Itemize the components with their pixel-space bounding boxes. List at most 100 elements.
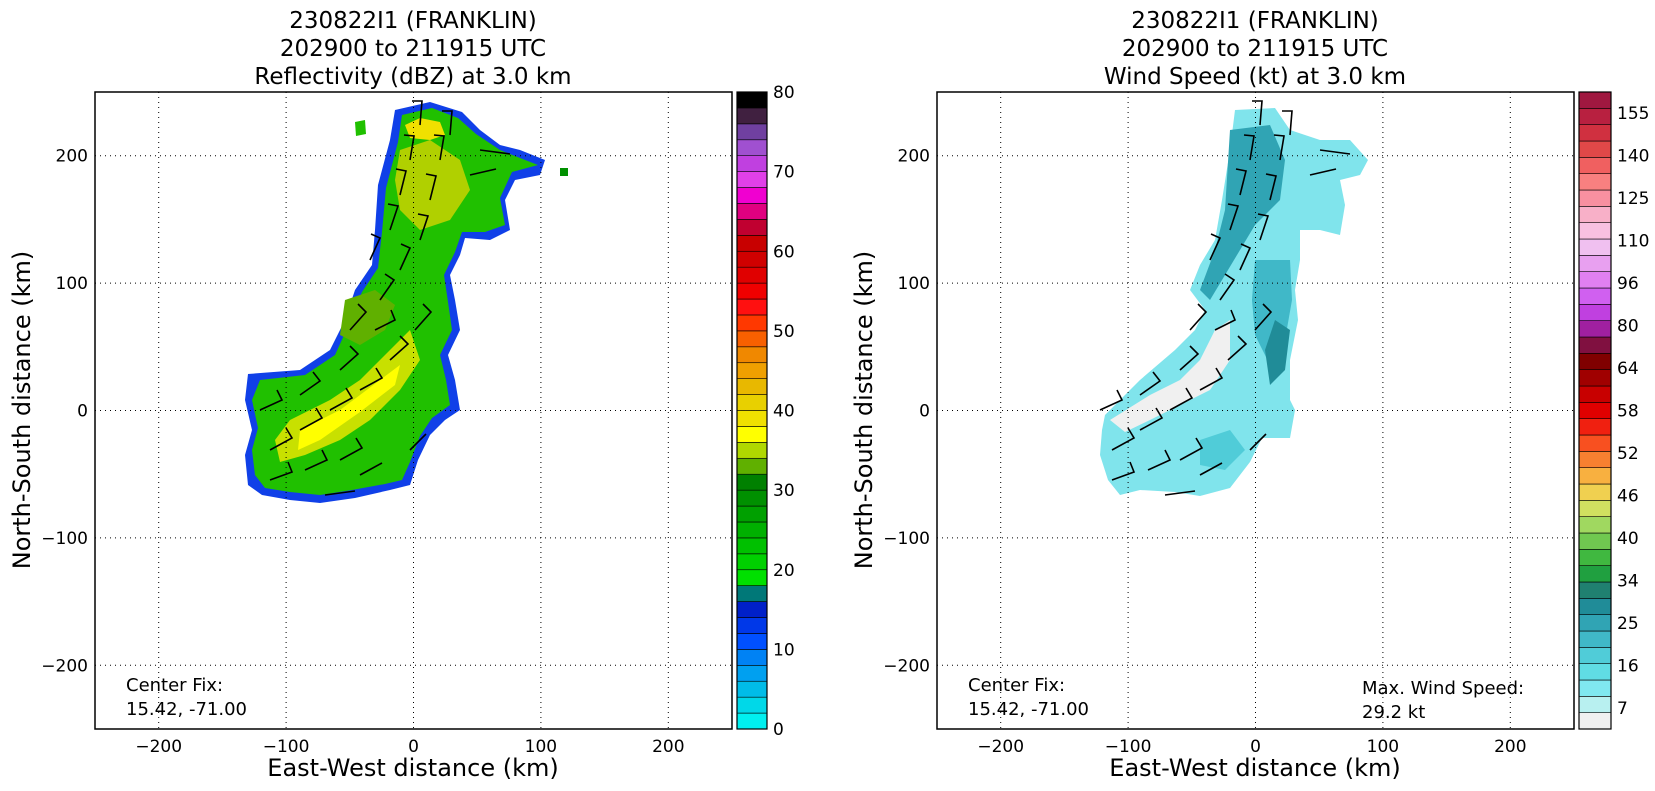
colorbar-bin — [1578, 173, 1612, 191]
colorbar-bin — [1578, 549, 1612, 566]
left-xtick-label: 0 — [408, 737, 419, 757]
colorbar-bin — [1578, 402, 1612, 419]
right-ytick-label: −200 — [883, 656, 930, 676]
reflectivity-field — [245, 102, 568, 503]
colorbar-bin — [1578, 304, 1612, 321]
left-y-ticks: 200 100 0 −100 −200 — [41, 147, 88, 677]
colorbar-tick-label: 7 — [1617, 699, 1628, 719]
max-wind-speed-value: 29.2 kt — [1362, 702, 1425, 723]
colorbar-bin — [1578, 206, 1612, 223]
colorbar-bin — [736, 664, 768, 682]
colorbar-bin — [736, 219, 768, 236]
colorbar-bin — [1578, 679, 1612, 697]
colorbar-bin — [736, 298, 768, 316]
right-title-line-1: 230822I1 (FRANKLIN) — [1131, 8, 1379, 34]
left-center-fix-value: 15.42, -71.00 — [126, 699, 247, 720]
colorbar-bin — [736, 91, 768, 109]
right-title-line-3: Wind Speed (kt) at 3.0 km — [1104, 64, 1406, 90]
right-ytick-label: 200 — [898, 147, 930, 167]
colorbar-tick-label: 80 — [773, 83, 795, 103]
colorbar-tick-label: 64 — [1617, 359, 1639, 379]
colorbar-bin — [1578, 385, 1612, 403]
colorbar-tick-label: 40 — [1617, 529, 1639, 549]
right-wind-barbs — [1099, 100, 1351, 496]
colorbar-tick-label: 58 — [1617, 402, 1639, 422]
colorbar-bin — [736, 569, 768, 586]
colorbar-bin — [736, 649, 768, 666]
right-ytick-label: 100 — [898, 274, 930, 294]
colorbar-tick-label: 25 — [1617, 614, 1639, 634]
colorbar-bin — [1578, 696, 1612, 713]
left-x-ticks: −200 −100 0 100 200 — [135, 737, 684, 757]
colorbar-bin — [1578, 434, 1612, 452]
colorbar-bin — [1578, 712, 1612, 730]
colorbar-tick-label: 50 — [773, 322, 795, 342]
colorbar-bin — [736, 505, 768, 523]
left-ytick-label: 200 — [56, 147, 88, 167]
colorbar-bin — [1578, 500, 1612, 517]
left-xtick-label: −100 — [263, 737, 310, 757]
right-xtick-label: 0 — [1250, 737, 1261, 757]
colorbar-bin — [736, 314, 768, 332]
colorbar-bin — [1578, 663, 1612, 681]
colorbar-bin — [736, 362, 768, 379]
right-y-ticks: 200 100 0 −100 −200 — [883, 147, 930, 677]
right-x-ticks: −200 −100 0 100 200 — [977, 737, 1526, 757]
wind-speed-colorbar-ticks: 7 16 25 34 40 46 52 58 64 80 96 110 125 140 155 — [1617, 104, 1649, 719]
colorbar-bin — [1578, 565, 1612, 583]
colorbar-tick-label: 20 — [773, 561, 795, 581]
right-grid — [937, 92, 1574, 729]
left-x-axis-label: East-West distance (km) — [267, 754, 558, 782]
colorbar-bin — [1578, 222, 1612, 240]
colorbar-tick-label: 140 — [1617, 147, 1649, 167]
colorbar-bin — [736, 187, 768, 204]
colorbar-bin — [736, 282, 768, 300]
colorbar-bin — [736, 712, 768, 730]
colorbar-bin — [736, 537, 768, 555]
left-ytick-label: 0 — [77, 402, 88, 422]
left-xtick-label: 200 — [652, 737, 684, 757]
right-xtick-label: −200 — [977, 737, 1024, 757]
colorbar-bin — [1578, 467, 1612, 485]
colorbar-tick-label: 110 — [1617, 232, 1649, 252]
colorbar-bin — [736, 171, 768, 188]
left-grid — [95, 92, 732, 729]
colorbar-bin — [1578, 369, 1612, 387]
wind-speed-field — [1100, 108, 1368, 496]
colorbar-tick-label: 34 — [1617, 571, 1639, 591]
colorbar-bin — [736, 394, 768, 411]
colorbar-bin — [736, 346, 768, 364]
colorbar-tick-label: 70 — [773, 163, 795, 183]
colorbar-bin — [736, 330, 768, 348]
colorbar-bin — [736, 489, 768, 507]
colorbar-bin — [1578, 581, 1612, 599]
colorbar-bin — [1578, 647, 1612, 664]
left-ytick-label: −100 — [41, 529, 88, 549]
right-center-fix-value: 15.42, -71.00 — [968, 699, 1089, 720]
colorbar-bin — [736, 203, 768, 220]
colorbar-bin — [736, 601, 768, 618]
colorbar-bin — [736, 410, 768, 427]
colorbar-bin — [736, 585, 768, 602]
colorbar-tick-label: 0 — [773, 720, 784, 740]
colorbar-bin — [1578, 238, 1612, 256]
colorbar-bin — [736, 553, 768, 571]
colorbar-bin — [1578, 451, 1612, 468]
reflectivity-colorbar — [736, 91, 768, 730]
left-xtick-label: −200 — [135, 737, 182, 757]
left-xtick-label: 100 — [525, 737, 557, 757]
colorbar-bin — [736, 696, 768, 714]
colorbar-bin — [1578, 353, 1612, 370]
colorbar-bin — [1578, 140, 1612, 158]
colorbar-bin — [1578, 124, 1612, 142]
left-title-line-2: 202900 to 211915 UTC — [280, 36, 546, 62]
colorbar-tick-label: 80 — [1617, 317, 1639, 337]
colorbar-tick-label: 46 — [1617, 486, 1639, 506]
right-x-axis-label: East-West distance (km) — [1109, 754, 1400, 782]
colorbar-tick-label: 16 — [1617, 656, 1639, 676]
colorbar-bin — [736, 521, 768, 539]
colorbar-tick-label: 96 — [1617, 274, 1639, 294]
right-center-fix-label: Center Fix: — [968, 675, 1065, 696]
colorbar-bin — [1578, 287, 1612, 305]
colorbar-bin — [736, 155, 768, 172]
